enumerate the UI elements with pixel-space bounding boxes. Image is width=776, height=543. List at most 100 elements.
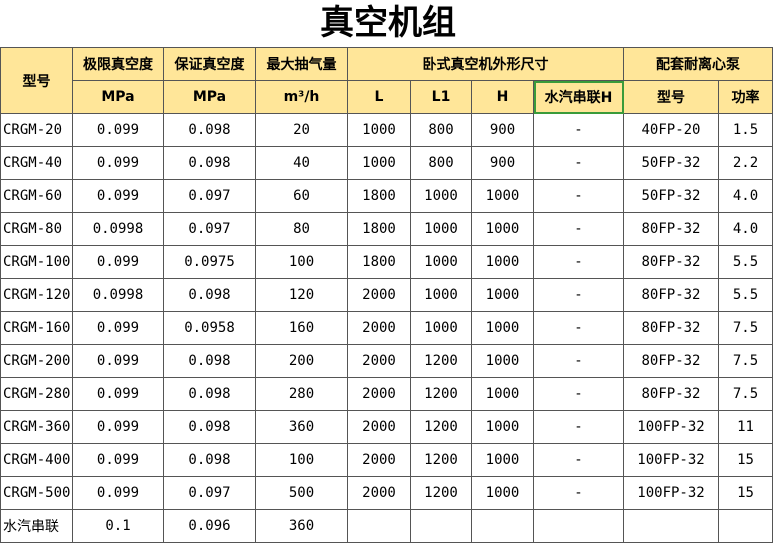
header-cell: 水汽串联H: [533, 80, 624, 114]
table-cell: 15: [718, 443, 773, 477]
table-row: MPa MPa m³/h L L1 H 水汽串联H 型号 功率: [1, 80, 773, 114]
table-cell: 1000: [471, 410, 534, 444]
header-cell: MPa: [72, 80, 164, 114]
table-cell: 0.0998: [72, 278, 164, 312]
table-cell: 50FP-32: [623, 179, 719, 213]
table-cell: 100FP-32: [623, 443, 719, 477]
table-cell: 100FP-32: [623, 476, 719, 510]
table-cell: 0.0958: [163, 311, 256, 345]
table-cell: CRGM-200: [0, 344, 73, 378]
table-cell: CRGM-160: [0, 311, 73, 345]
table-cell: 1000: [471, 377, 534, 411]
table-cell: -: [533, 245, 624, 279]
table-cell: CRGM-500: [0, 476, 73, 510]
table-row: CRGM-160 0.099 0.0958 160 2000 1000 1000-80FP-…: [0, 311, 773, 345]
empty-cell: [623, 509, 719, 543]
table-row: CRGM-200 0.099 0.098 200 2000 1200 1000-80FP-3…: [0, 344, 773, 378]
table-cell: 80FP-32: [623, 311, 719, 345]
table-cell: 2000: [347, 443, 411, 477]
table-cell: 0.099: [72, 113, 164, 147]
header-cell: 极限真空度: [72, 47, 164, 81]
table-cell: 200: [255, 344, 348, 378]
header-cell: m³/h: [255, 80, 348, 114]
table-cell: 1200: [410, 344, 472, 378]
header-cell: L: [347, 80, 411, 114]
table-row: CRGM-280 0.099 0.098 280 2000 1200 1000-80FP-3…: [0, 377, 773, 411]
table-cell: 0.099: [72, 476, 164, 510]
table-cell: 0.098: [163, 377, 256, 411]
table-cell: 2000: [347, 476, 411, 510]
table-cell: 360: [255, 410, 348, 444]
table-cell: CRGM-120: [0, 278, 73, 312]
header-cell: 保证真空度: [163, 47, 256, 81]
table-cell: 1000: [410, 179, 472, 213]
header-cell: 型号: [0, 47, 73, 114]
table-cell: 1.5: [718, 113, 773, 147]
table-cell: 0.099: [72, 377, 164, 411]
empty-cell: [533, 509, 624, 543]
table-cell: 900: [471, 146, 534, 180]
empty-cell: [347, 509, 411, 543]
table-row: CRGM-40 0.099 0.098 40 1000 800 900-50FP-32 2.2: [0, 146, 773, 180]
table-cell: CRGM-360: [0, 410, 73, 444]
table-cell: 1000: [471, 212, 534, 246]
table-cell: 100FP-32: [623, 410, 719, 444]
table-cell: 50FP-32: [623, 146, 719, 180]
table-cell: 0.098: [163, 146, 256, 180]
table-cell: 1200: [410, 476, 472, 510]
table-cell: -: [533, 476, 624, 510]
table-row: CRGM-20 0.099 0.098 20 1000 800 900-40FP-20 1.5: [0, 113, 773, 147]
table-cell: 1000: [347, 113, 411, 147]
table-cell: -: [533, 311, 624, 345]
table-row: CRGM-400 0.099 0.098 100 2000 1200 1000-100FP-…: [0, 443, 773, 477]
table-cell: 0.098: [163, 443, 256, 477]
empty-cell: [471, 509, 534, 543]
table-cell: 100: [255, 443, 348, 477]
table-cell: 0.099: [72, 443, 164, 477]
table-cell: 0.097: [163, 179, 256, 213]
table-cell: 800: [410, 146, 472, 180]
table-cell: 1000: [471, 311, 534, 345]
table-cell: 2.2: [718, 146, 773, 180]
table-cell: 1000: [410, 212, 472, 246]
table-row: CRGM-360 0.099 0.098 360 2000 1200 1000-100FP-…: [0, 410, 773, 444]
table-cell: 360: [255, 509, 348, 543]
table-cell: CRGM-40: [0, 146, 73, 180]
empty-cell: [718, 509, 773, 543]
table-cell: 1000: [471, 476, 534, 510]
table-cell: 0.099: [72, 410, 164, 444]
table-cell: 80FP-32: [623, 245, 719, 279]
table-cell: 1200: [410, 443, 472, 477]
table-cell: 1200: [410, 410, 472, 444]
table-cell: 0.096: [163, 509, 256, 543]
table-cell: CRGM-100: [0, 245, 73, 279]
table-cell: 500: [255, 476, 348, 510]
table-cell: CRGM-20: [0, 113, 73, 147]
table-cell: 5.5: [718, 245, 773, 279]
header-cell: 最大抽气量: [255, 47, 348, 81]
table-cell: 120: [255, 278, 348, 312]
table-cell: -: [533, 377, 624, 411]
table-cell: 160: [255, 311, 348, 345]
table-cell: 2000: [347, 344, 411, 378]
table-cell: -: [533, 410, 624, 444]
table-cell: 1000: [410, 311, 472, 345]
empty-cell: [410, 509, 472, 543]
table-cell: 800: [410, 113, 472, 147]
table-cell: 40FP-20: [623, 113, 719, 147]
table-cell: 80FP-32: [623, 212, 719, 246]
table-cell: 11: [718, 410, 773, 444]
header-cell: 型号: [623, 80, 719, 114]
table-cell: -: [533, 278, 624, 312]
table-cell: 2000: [347, 278, 411, 312]
table-row: CRGM-100 0.099 0.0975 100 1800 1000 1000-80FP-…: [0, 245, 773, 279]
table-cell: CRGM-60: [0, 179, 73, 213]
table-cell: CRGM-80: [0, 212, 73, 246]
table-cell: 0.098: [163, 410, 256, 444]
table-cell: 60: [255, 179, 348, 213]
table-cell: 4.0: [718, 212, 773, 246]
table-cell: 80: [255, 212, 348, 246]
table-cell: 0.097: [163, 212, 256, 246]
table-cell: 40: [255, 146, 348, 180]
table-cell: 7.5: [718, 344, 773, 378]
